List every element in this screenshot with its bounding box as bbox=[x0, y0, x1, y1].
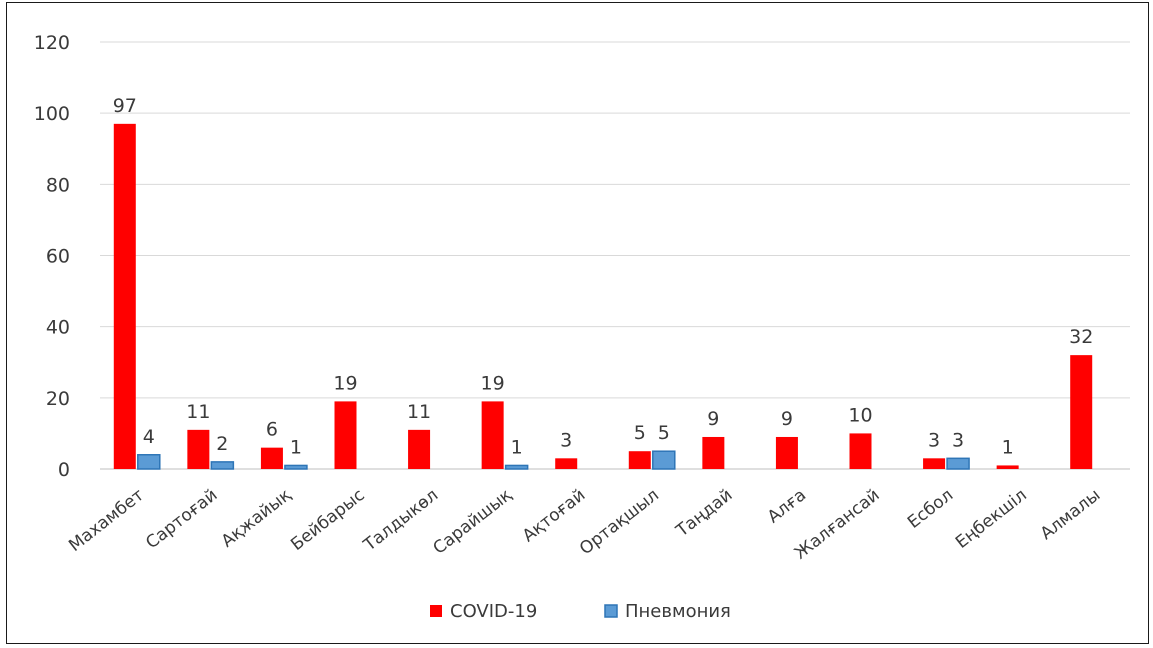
bar-covid bbox=[702, 436, 725, 469]
data-label: 19 bbox=[481, 372, 505, 394]
bar-covid bbox=[187, 429, 210, 469]
y-tick-label: 40 bbox=[46, 317, 70, 339]
chart-frame bbox=[6, 2, 1149, 644]
data-label: 32 bbox=[1069, 326, 1093, 348]
x-tick-label: Сарайшық bbox=[429, 485, 515, 559]
bar-covid bbox=[113, 123, 136, 469]
data-label: 3 bbox=[928, 429, 940, 451]
bar-covid bbox=[1070, 355, 1093, 469]
data-label: 11 bbox=[407, 401, 431, 423]
data-label: 11 bbox=[186, 401, 210, 423]
y-tick-label: 20 bbox=[46, 388, 70, 410]
bar-covid bbox=[849, 433, 872, 469]
data-label: 5 bbox=[634, 422, 646, 444]
data-label: 5 bbox=[658, 422, 670, 444]
x-tick-label: Ақжайық bbox=[218, 485, 295, 551]
x-tick-label: Талдыкөл bbox=[359, 485, 442, 556]
data-label: 1 bbox=[1002, 436, 1014, 458]
bar-pneumonia bbox=[284, 464, 308, 470]
x-tick-label: Есбол bbox=[904, 485, 957, 533]
bar-covid bbox=[408, 429, 431, 469]
bar-covid bbox=[481, 401, 504, 469]
bar-covid bbox=[996, 465, 1019, 469]
bar-pneumonia bbox=[946, 457, 970, 470]
x-tick-label: Еңбекшіл bbox=[952, 485, 1031, 553]
legend-label: Пневмония bbox=[625, 601, 731, 622]
x-tick-label: Алға bbox=[764, 485, 810, 527]
data-label: 1 bbox=[290, 436, 302, 458]
y-tick-label: 120 bbox=[34, 32, 70, 54]
data-label: 10 bbox=[848, 404, 872, 426]
y-tick-label: 80 bbox=[46, 174, 70, 196]
x-tick-label: Алмалы bbox=[1037, 485, 1104, 544]
bar-pneumonia bbox=[504, 464, 529, 470]
data-label: 1 bbox=[511, 436, 523, 458]
data-label: 3 bbox=[952, 429, 964, 451]
y-axis: 0 20 40 60 80 100 120 bbox=[34, 32, 70, 481]
x-tick-label: Ақтоғай bbox=[519, 485, 589, 546]
x-axis: МахамбетСартоғайАқжайықБейбарысТалдыкөлС… bbox=[65, 485, 1104, 564]
legend-swatch-pneumonia bbox=[604, 604, 618, 618]
data-label: 4 bbox=[143, 426, 155, 448]
legend-label: COVID-19 bbox=[450, 601, 537, 622]
legend: COVID-19 Пневмония bbox=[430, 601, 731, 622]
bar-pneumonia bbox=[210, 461, 235, 470]
data-label: 19 bbox=[333, 372, 357, 394]
y-tick-label: 100 bbox=[34, 103, 70, 125]
y-tick-label: 60 bbox=[46, 246, 70, 268]
data-label: 6 bbox=[266, 419, 278, 441]
x-tick-label: Сартоғай bbox=[142, 485, 221, 553]
data-label: 3 bbox=[560, 429, 572, 451]
data-label: 2 bbox=[216, 433, 228, 455]
data-label: 97 bbox=[113, 95, 137, 117]
y-tick-label: 0 bbox=[58, 459, 70, 481]
bar-covid bbox=[628, 451, 651, 469]
data-label: 9 bbox=[707, 408, 719, 430]
legend-swatch-covid bbox=[430, 605, 442, 617]
bar-covid bbox=[334, 401, 357, 469]
x-tick-label: Ортақшыл bbox=[576, 485, 663, 559]
bar-covid bbox=[555, 458, 578, 469]
bar-covid bbox=[260, 447, 283, 469]
x-tick-label: Бейбарыс bbox=[287, 485, 368, 555]
bar-covid bbox=[923, 458, 946, 469]
gridlines bbox=[100, 41, 1130, 470]
bar-pneumonia bbox=[137, 454, 161, 470]
bars bbox=[113, 123, 1093, 470]
x-tick-label: Махамбет bbox=[65, 485, 148, 556]
bar-covid bbox=[775, 436, 798, 469]
x-tick-label: Таңдай bbox=[672, 485, 737, 542]
data-label: 9 bbox=[781, 408, 793, 430]
bar-pneumonia bbox=[652, 450, 676, 470]
